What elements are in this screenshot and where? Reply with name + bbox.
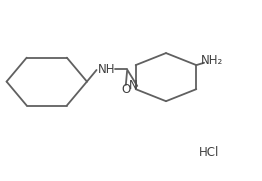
Text: NH₂: NH₂ [201,54,223,67]
Text: N: N [129,79,138,92]
Text: O: O [121,83,130,96]
Text: NH: NH [98,63,115,76]
Text: HCl: HCl [199,146,219,159]
